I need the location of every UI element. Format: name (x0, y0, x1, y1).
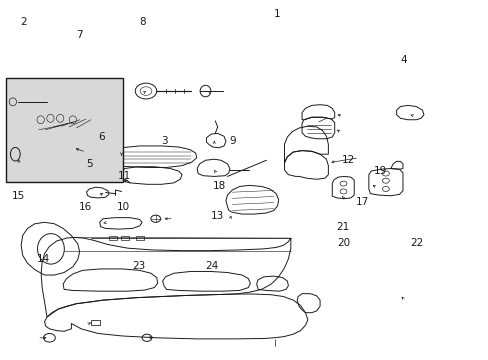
Text: 12: 12 (341, 155, 355, 165)
Text: 13: 13 (210, 211, 223, 221)
Text: 8: 8 (140, 17, 146, 27)
Text: 3: 3 (161, 136, 168, 145)
Text: 2: 2 (20, 17, 27, 27)
Text: 9: 9 (228, 136, 235, 145)
Text: 20: 20 (336, 238, 349, 248)
Text: 18: 18 (212, 181, 225, 192)
Text: 1: 1 (273, 9, 280, 19)
Text: 7: 7 (76, 30, 83, 40)
Text: 6: 6 (98, 132, 104, 142)
Text: 15: 15 (11, 191, 24, 201)
Text: 16: 16 (79, 202, 92, 212)
Bar (91, 320, 100, 325)
Text: 11: 11 (118, 171, 131, 181)
Bar (5, 78, 122, 182)
Text: 17: 17 (355, 197, 368, 207)
Text: 19: 19 (373, 166, 386, 176)
Text: 22: 22 (409, 238, 423, 248)
Text: 24: 24 (205, 261, 218, 271)
Text: 10: 10 (117, 202, 130, 212)
Text: 14: 14 (37, 254, 50, 264)
Text: 23: 23 (132, 261, 145, 271)
Text: 21: 21 (335, 222, 349, 231)
Text: 4: 4 (400, 55, 407, 65)
Text: 5: 5 (86, 159, 92, 169)
